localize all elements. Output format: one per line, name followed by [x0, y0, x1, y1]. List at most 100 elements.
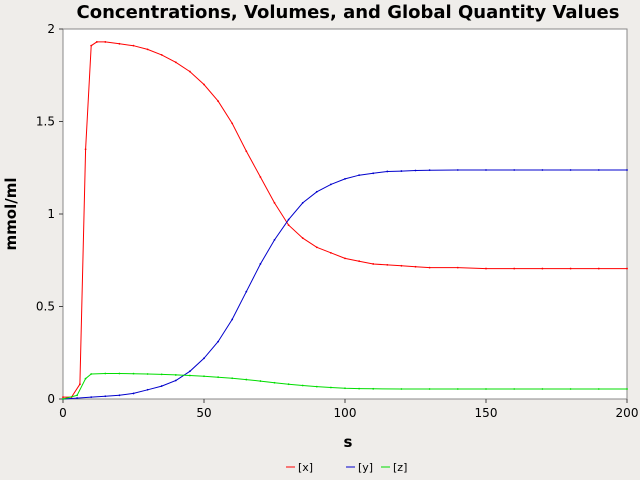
- series-0-point-31: [485, 267, 487, 270]
- y-tick-label-1: 0.5: [36, 300, 55, 314]
- series-0-point-27: [400, 264, 403, 267]
- series-1-point-9: [189, 370, 191, 373]
- series-1-point-18: [315, 190, 318, 193]
- series-2-point-20: [330, 386, 332, 389]
- series-2-point-29: [541, 388, 544, 390]
- series-2-point-21: [344, 387, 346, 390]
- series-0-point-17: [259, 176, 262, 178]
- series-1-point-29: [513, 169, 516, 171]
- chart-title: Concentrations, Volumes, and Global Quan…: [77, 2, 620, 23]
- series-2-point-18: [301, 384, 304, 387]
- series-layer: [62, 41, 628, 400]
- series-2-point-28: [513, 388, 516, 390]
- series-0-point-20: [301, 237, 304, 239]
- series-0-point-33: [541, 267, 544, 270]
- series-0-point-28: [414, 265, 417, 268]
- x-tick-label-0: 0: [59, 406, 67, 420]
- series-1-point-32: [597, 169, 600, 171]
- series-2-point-16: [273, 381, 276, 384]
- series-1-point-5: [132, 392, 135, 395]
- series-2-point-5: [118, 372, 121, 375]
- y-tick-label-2: 1: [47, 207, 55, 221]
- series-0-point-36: [626, 267, 628, 270]
- series-1-point-23: [386, 170, 389, 173]
- series-1-point-16: [287, 218, 290, 221]
- y-tick-label-3: 1.5: [36, 115, 55, 129]
- series-1-point-20: [344, 177, 346, 180]
- legend-label-2: [z]: [393, 461, 407, 474]
- series-0-point-18: [273, 202, 276, 204]
- series-1-point-26: [428, 169, 431, 172]
- x-axis: 0 50 100 150 200: [59, 399, 638, 420]
- series-1-point-3: [104, 395, 107, 398]
- series-2-point-9: [174, 374, 177, 376]
- series-0-point-8: [132, 44, 135, 47]
- series-0-point-25: [372, 263, 375, 265]
- series-1-point-19: [330, 183, 332, 186]
- series-2-point-11: [203, 375, 205, 378]
- series-2-point-17: [287, 383, 290, 386]
- series-2-point-1: [76, 394, 78, 397]
- series-0-point-32: [513, 267, 516, 270]
- series-2-point-13: [231, 377, 234, 380]
- series-1-point-4: [118, 394, 121, 397]
- series-1-point-24: [400, 170, 403, 172]
- series-1-point-12: [231, 318, 234, 321]
- series-0-point-19: [287, 224, 290, 227]
- x-tick-label-3: 150: [475, 406, 498, 420]
- series-0-point-35: [597, 267, 600, 270]
- series-2-point-3: [90, 373, 93, 375]
- y-tick-label-0: 0: [47, 392, 55, 406]
- series-0-point-13: [203, 83, 205, 86]
- series-0-point-6: [104, 41, 107, 43]
- series-0-point-21: [315, 246, 318, 249]
- series-2-point-10: [189, 374, 191, 377]
- series-2-point-32: [626, 388, 628, 390]
- x-tick-label-1: 50: [196, 406, 211, 420]
- series-0-point-30: [456, 266, 459, 269]
- series-1-point-11: [217, 340, 220, 343]
- series-0-point-23: [344, 257, 346, 260]
- series-2-point-22: [358, 387, 360, 390]
- series-2-point-23: [372, 387, 375, 390]
- series-2-point-0: [62, 398, 64, 400]
- series-2-point-26: [456, 388, 459, 390]
- series-2-point-19: [315, 385, 318, 388]
- series-2-point-25: [428, 388, 431, 390]
- x-tick-label-2: 100: [334, 406, 357, 420]
- legend: [x] [y] [z]: [286, 461, 407, 474]
- series-1-point-10: [203, 357, 205, 360]
- series-2-point-24: [400, 388, 403, 390]
- series-1-point-30: [541, 169, 544, 171]
- series-2-point-14: [245, 378, 248, 381]
- plot-area: [62, 28, 628, 400]
- series-0-point-9: [146, 48, 149, 51]
- series-1-point-22: [372, 172, 375, 175]
- series-1-point-1: [76, 397, 78, 399]
- series-2-point-31: [597, 388, 600, 390]
- series-0-point-16: [245, 150, 248, 153]
- series-1-point-21: [358, 174, 360, 177]
- series-1-point-15: [273, 239, 276, 241]
- series-1-point-28: [485, 169, 487, 171]
- series-1-point-14: [259, 263, 262, 265]
- y-axis: 0 0.5 1 1.5 2: [36, 22, 63, 406]
- series-1-point-17: [301, 202, 304, 204]
- y-axis-label: mmol/ml: [2, 178, 20, 251]
- series-0-point-3: [84, 148, 87, 151]
- series-2-point-12: [217, 376, 220, 379]
- series-0-point-24: [358, 260, 360, 263]
- series-0-point-15: [231, 122, 234, 125]
- series-2-point-6: [132, 372, 135, 375]
- series-0-point-0: [62, 396, 64, 399]
- legend-label-1: [y]: [358, 461, 373, 474]
- series-0-point-34: [569, 267, 572, 270]
- series-0-point-5: [95, 41, 98, 43]
- series-1-point-27: [456, 169, 459, 171]
- series-2-point-27: [485, 388, 487, 390]
- series-0-point-7: [118, 42, 121, 45]
- series-2-point-30: [569, 388, 572, 390]
- series-1-point-6: [146, 388, 149, 391]
- series-0-point-14: [217, 100, 220, 103]
